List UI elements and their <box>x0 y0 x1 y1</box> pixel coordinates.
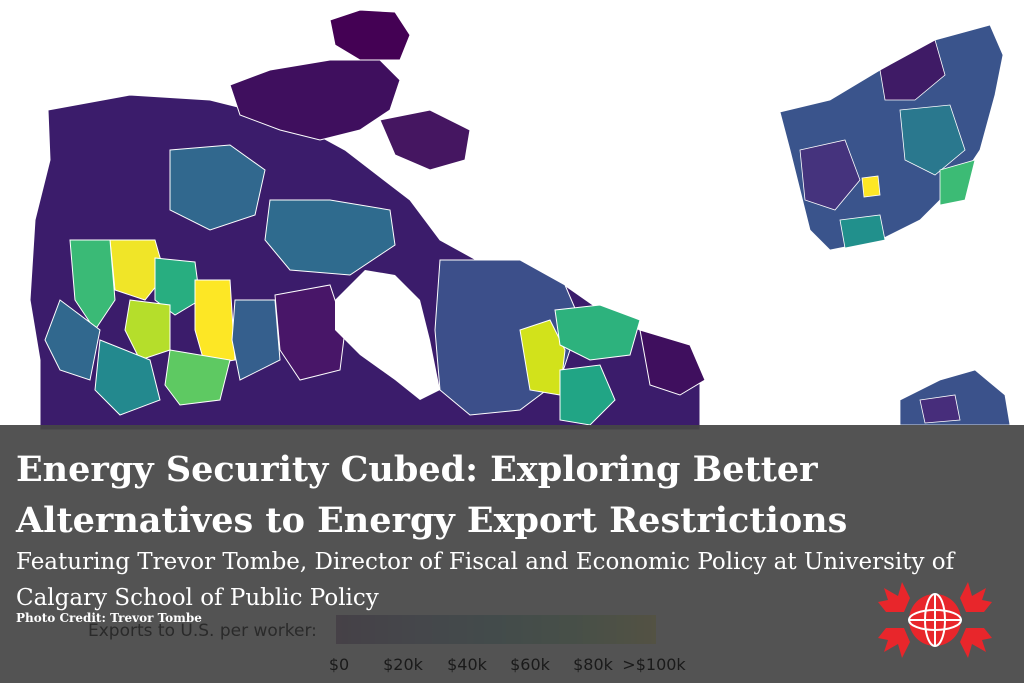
legend-tick-20k: $20k <box>383 655 423 674</box>
legend-tick-80k: $80k <box>573 655 613 674</box>
caption-overlay <box>0 425 1024 683</box>
photo-credit: Photo Credit: Trevor Tombe <box>16 611 202 625</box>
quebec-inset <box>779 24 1004 251</box>
legend-tick-100k: >$100k <box>622 655 686 674</box>
canada-mainland <box>29 9 706 431</box>
page-title: Energy Security Cubed: Exploring Better … <box>16 449 848 541</box>
legend-title: Exports to U.S. per worker: <box>88 621 317 641</box>
hudson-bay <box>335 270 440 400</box>
subtitle: Featuring Trevor Tombe, Director of Fisc… <box>16 549 955 611</box>
legend-tick-60k: $60k <box>510 655 550 674</box>
legend-tick-0: $0 <box>328 655 350 674</box>
ontario-inset <box>899 369 1011 426</box>
maple-leaf-globe-logo <box>878 582 992 658</box>
legend-tick-40k: $40k <box>447 655 487 674</box>
